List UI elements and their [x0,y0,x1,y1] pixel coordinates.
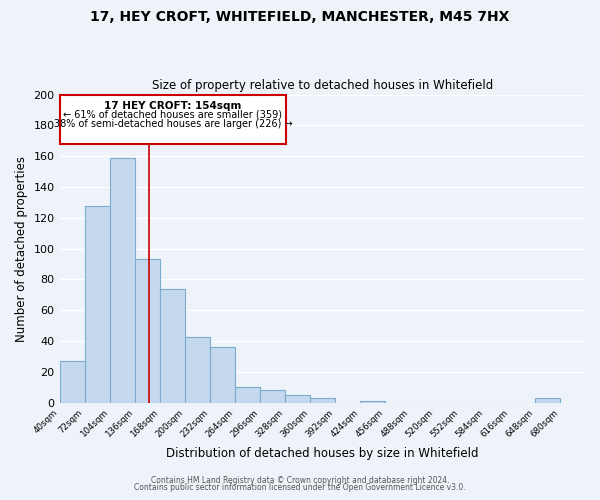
Bar [360,401,385,403]
Bar [260,390,285,403]
Bar [285,395,310,403]
Bar [209,348,235,403]
Title: Size of property relative to detached houses in Whitefield: Size of property relative to detached ho… [152,79,493,92]
Bar [310,398,335,403]
Bar [85,206,110,403]
Bar [185,336,209,403]
Text: ← 61% of detached houses are smaller (359): ← 61% of detached houses are smaller (35… [64,110,283,120]
X-axis label: Distribution of detached houses by size in Whitefield: Distribution of detached houses by size … [166,447,479,460]
Text: Contains public sector information licensed under the Open Government Licence v3: Contains public sector information licen… [134,484,466,492]
Bar [59,361,85,403]
Text: 38% of semi-detached houses are larger (226) →: 38% of semi-detached houses are larger (… [53,119,292,129]
Bar [535,398,560,403]
Text: Contains HM Land Registry data © Crown copyright and database right 2024.: Contains HM Land Registry data © Crown c… [151,476,449,485]
Bar [160,288,185,403]
Bar [134,260,160,403]
Bar [110,158,134,403]
Y-axis label: Number of detached properties: Number of detached properties [15,156,28,342]
Bar [235,388,260,403]
Text: 17, HEY CROFT, WHITEFIELD, MANCHESTER, M45 7HX: 17, HEY CROFT, WHITEFIELD, MANCHESTER, M… [91,10,509,24]
FancyBboxPatch shape [59,94,286,144]
Text: 17 HEY CROFT: 154sqm: 17 HEY CROFT: 154sqm [104,100,242,110]
